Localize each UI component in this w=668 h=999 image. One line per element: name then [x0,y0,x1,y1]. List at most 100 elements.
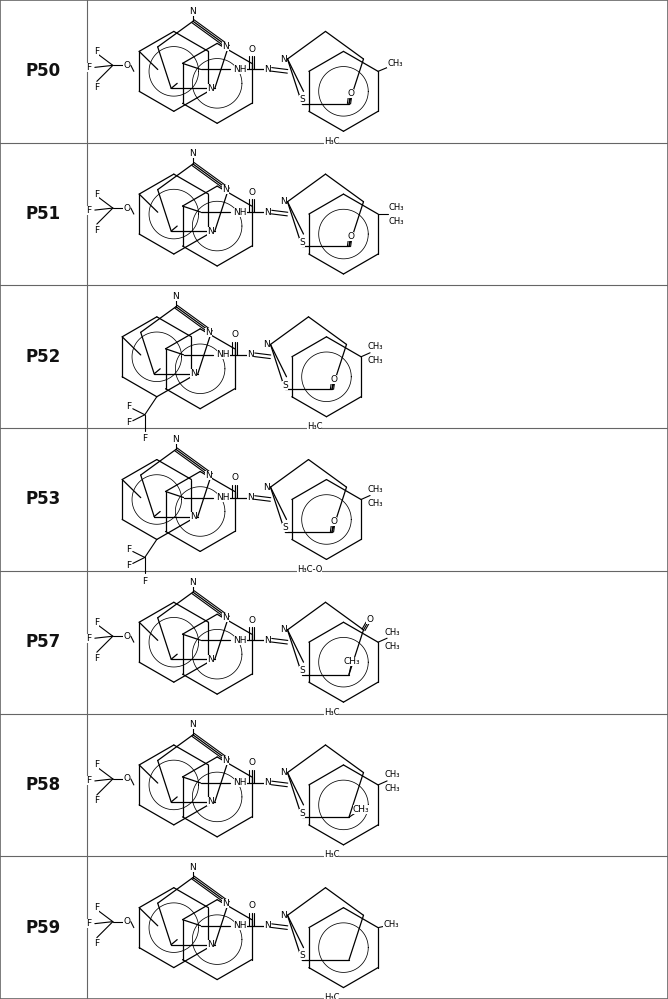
Text: F: F [86,206,92,215]
Text: N: N [190,7,196,16]
Text: S: S [299,666,305,675]
Text: N: N [190,370,197,379]
Text: F: F [94,653,100,662]
Text: N: N [222,42,228,51]
Text: S: S [299,238,305,247]
Text: H₃C-O: H₃C-O [297,565,323,574]
Text: P59: P59 [26,919,61,937]
Text: CH₃: CH₃ [384,627,400,636]
Text: CH₃: CH₃ [343,657,360,666]
Text: O: O [248,615,255,624]
Text: F: F [94,190,100,199]
Text: CH₃: CH₃ [367,343,383,352]
Text: O: O [331,517,337,526]
Text: NH: NH [234,921,247,930]
Text: N: N [172,435,180,444]
Text: CH₃: CH₃ [367,499,383,508]
Text: N: N [222,185,228,194]
Text: P53: P53 [26,491,61,508]
Text: NH: NH [234,778,247,787]
Text: N: N [280,768,287,777]
Text: CH₃: CH₃ [367,357,383,366]
Text: N: N [205,328,212,337]
Text: N: N [263,340,270,349]
Text: O: O [248,45,255,54]
Text: F: F [126,561,132,570]
Text: N: N [190,720,196,729]
Text: CH₃: CH₃ [384,784,400,793]
Text: F: F [86,919,92,928]
Text: N: N [208,940,214,949]
Text: N: N [190,512,197,521]
Text: F: F [126,545,132,554]
Text: S: S [299,95,305,104]
Text: P58: P58 [26,776,61,794]
Text: N: N [264,208,271,217]
Text: CH₃: CH₃ [387,59,403,68]
Text: O: O [231,473,238,482]
Text: O: O [347,232,355,241]
Text: N: N [280,197,287,206]
Text: N: N [208,654,214,663]
Text: O: O [124,917,130,926]
Text: N: N [208,84,214,93]
Text: H₃C: H₃C [324,993,339,999]
Text: N: N [264,778,271,787]
Text: F: F [94,83,100,92]
Text: F: F [94,903,100,912]
Text: F: F [94,796,100,805]
Text: O: O [331,375,337,384]
Text: S: S [282,381,288,390]
Text: F: F [94,617,100,626]
Text: O: O [248,188,255,197]
Text: N: N [208,227,214,236]
Text: N: N [222,613,228,622]
Text: F: F [86,633,92,642]
Text: N: N [280,911,287,920]
Text: F: F [94,939,100,948]
Text: CH₃: CH₃ [384,641,400,650]
Text: F: F [94,226,100,235]
Text: P51: P51 [26,205,61,223]
Text: O: O [124,204,130,213]
Text: H₃C: H₃C [324,850,339,859]
Text: CH₃: CH₃ [388,203,404,212]
Text: N: N [263,483,270,492]
Text: O: O [231,331,238,340]
Text: F: F [126,403,132,412]
Text: S: S [299,951,305,960]
Text: F: F [94,760,100,769]
Text: N: N [247,494,254,502]
Text: NH: NH [216,351,230,360]
Text: P50: P50 [26,62,61,80]
Text: O: O [248,758,255,767]
Text: F: F [94,47,100,56]
Text: CH₃: CH₃ [353,805,369,814]
Text: N: N [247,351,254,360]
Text: N: N [222,899,228,908]
Text: N: N [205,471,212,480]
Text: CH₃: CH₃ [384,770,400,779]
Text: NH: NH [216,494,230,502]
Text: H₃C: H₃C [307,423,323,432]
Text: O: O [248,901,255,910]
Text: CH₃: CH₃ [388,217,404,226]
Text: O: O [124,61,130,70]
Text: N: N [280,55,287,64]
Text: H₃C: H₃C [324,137,339,146]
Text: CH₃: CH₃ [367,485,383,494]
Text: O: O [124,631,130,640]
Text: H₃C: H₃C [324,707,339,716]
Text: N: N [190,863,196,872]
Text: N: N [190,150,196,159]
Text: F: F [142,435,148,444]
Text: CH₃: CH₃ [383,920,399,929]
Text: F: F [86,63,92,72]
Text: O: O [124,774,130,783]
Text: NH: NH [234,208,247,217]
Text: F: F [142,577,148,586]
Text: F: F [86,776,92,785]
Text: N: N [222,756,228,765]
Text: N: N [264,65,271,74]
Text: NH: NH [234,65,247,74]
